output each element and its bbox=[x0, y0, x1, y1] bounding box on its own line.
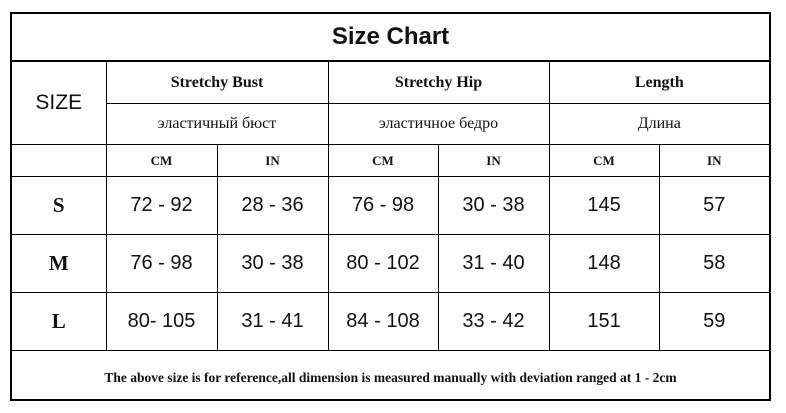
table-cell: 76 - 98 bbox=[105, 234, 218, 293]
unit-label: IN bbox=[216, 144, 329, 177]
table-row: L 80- 105 31 - 41 84 - 108 33 - 42 151 5… bbox=[12, 292, 770, 351]
table-cell: 33 - 42 bbox=[437, 292, 550, 351]
size-unit-spacer bbox=[12, 144, 107, 177]
table-row: S 72 - 92 28 - 36 76 - 98 30 - 38 145 57 bbox=[12, 176, 770, 235]
table-cell: 28 - 36 bbox=[216, 176, 329, 235]
group-sub-length: Длина bbox=[548, 103, 770, 145]
reference-note: The above size is for reference,all dime… bbox=[104, 370, 677, 385]
table-cell: 80- 105 bbox=[105, 292, 218, 351]
table-cell: 30 - 38 bbox=[437, 176, 550, 235]
unit-label: IN bbox=[437, 144, 550, 177]
table-cell: 30 - 38 bbox=[216, 234, 329, 293]
table-cell: 31 - 40 bbox=[437, 234, 550, 293]
group-sub-hip: эластичное бедро bbox=[327, 103, 550, 145]
group-header-length: Length bbox=[548, 62, 770, 104]
table-cell: 57 bbox=[658, 176, 770, 235]
group-header-bust: Stretchy Bust bbox=[105, 62, 329, 104]
table-cell: 31 - 41 bbox=[216, 292, 329, 351]
size-chart-frame: Size Chart SIZE Stretchy Bust Stretchy H… bbox=[10, 12, 771, 401]
table-cell: 151 bbox=[548, 292, 660, 351]
table-cell: 80 - 102 bbox=[327, 234, 439, 293]
table-row: M 76 - 98 30 - 38 80 - 102 31 - 40 148 5… bbox=[12, 234, 770, 293]
size-header: SIZE bbox=[12, 62, 107, 145]
table-cell: 145 bbox=[548, 176, 660, 235]
table-cell: 84 - 108 bbox=[327, 292, 439, 351]
group-sub-bust: эластичный бюст bbox=[106, 103, 329, 145]
table-cell: 148 bbox=[548, 234, 660, 293]
table-cell: 59 bbox=[658, 292, 770, 351]
unit-label: CM bbox=[548, 144, 660, 177]
table-cell: 72 - 92 bbox=[105, 176, 218, 235]
unit-label: IN bbox=[658, 144, 770, 177]
group-header-hip: Stretchy Hip bbox=[327, 62, 550, 104]
size-table: SIZE Stretchy Bust Stretchy Hip Length э… bbox=[12, 62, 770, 351]
table-cell: 58 bbox=[658, 234, 770, 293]
size-label: L bbox=[12, 292, 107, 351]
unit-label: CM bbox=[105, 144, 218, 177]
table-cell: 76 - 98 bbox=[327, 176, 439, 235]
size-label: S bbox=[12, 176, 107, 235]
chart-title: Size Chart bbox=[12, 14, 769, 62]
size-label: M bbox=[12, 234, 107, 293]
unit-label: CM bbox=[327, 144, 439, 177]
